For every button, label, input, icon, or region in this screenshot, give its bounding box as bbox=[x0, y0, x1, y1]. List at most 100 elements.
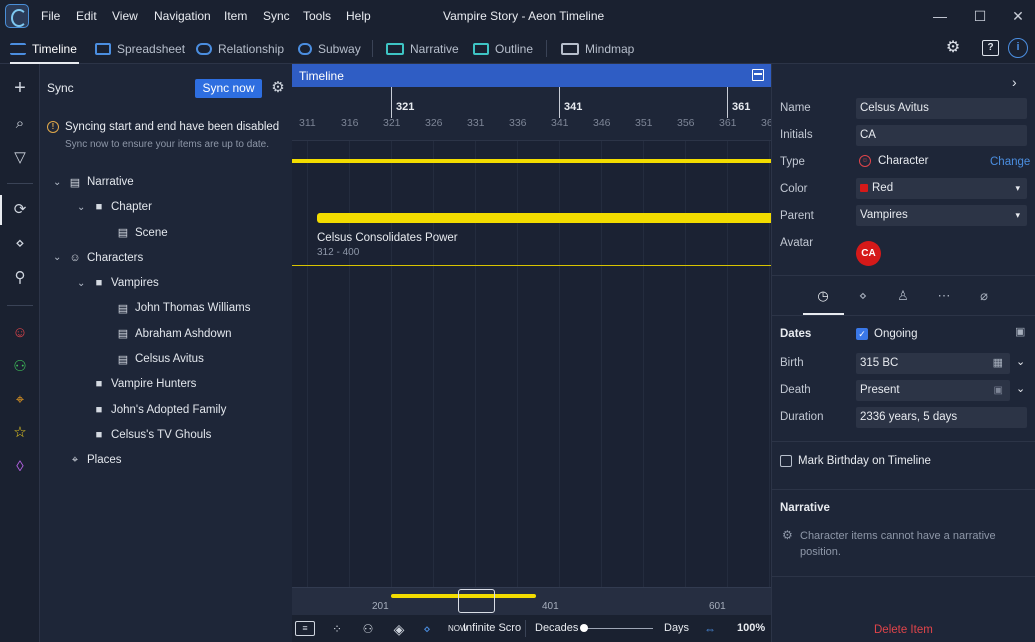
chevron-down-icon[interactable]: ⌄ bbox=[77, 277, 86, 289]
filter-icon[interactable]: ▽ bbox=[14, 149, 26, 166]
participants-tab-icon[interactable]: ♙ bbox=[897, 288, 909, 303]
scroll-mode-label[interactable]: Infinite Scro bbox=[463, 622, 521, 634]
tree-item[interactable]: ■ Vampire Hunters bbox=[40, 374, 292, 394]
sync-warning-title: Syncing start and end have been disabled bbox=[65, 121, 280, 133]
mark-birthday-label[interactable]: Mark Birthday on Timeline bbox=[798, 455, 931, 467]
tree-item[interactable]: ⌄ ☺ Characters bbox=[40, 248, 292, 268]
dependencies-icon[interactable]: ⁘ bbox=[331, 622, 343, 636]
overview-viewport-handle[interactable] bbox=[458, 589, 495, 613]
initials-field[interactable]: CA bbox=[856, 125, 1027, 146]
death-expand-chevron-down-icon[interactable]: ⌄ bbox=[1016, 383, 1026, 395]
menu-file[interactable]: File bbox=[41, 9, 61, 23]
star-icon[interactable]: ☆ bbox=[13, 424, 27, 441]
chevron-down-icon[interactable]: ⌄ bbox=[77, 201, 86, 213]
event-title[interactable]: Celsus Consolidates Power bbox=[317, 232, 458, 244]
mark-birthday-checkbox[interactable] bbox=[780, 455, 792, 467]
group-icon[interactable]: ⚇ bbox=[13, 358, 27, 375]
delete-item-button[interactable]: Delete Item bbox=[874, 624, 933, 636]
help-icon[interactable]: ? bbox=[982, 40, 999, 56]
menu-sync[interactable]: Sync bbox=[263, 9, 290, 23]
tree-item[interactable]: ⌖ Places bbox=[40, 450, 292, 470]
now-button[interactable]: NOW bbox=[448, 624, 468, 633]
tab-narrative[interactable]: Narrative bbox=[386, 33, 459, 64]
tree-item[interactable]: ■ John's Adopted Family bbox=[40, 400, 292, 420]
search-icon[interactable]: ⌕ bbox=[15, 115, 25, 132]
info-icon[interactable]: i bbox=[1008, 38, 1028, 58]
ongoing-checkbox[interactable]: ✓ bbox=[856, 328, 868, 340]
type-value: Character bbox=[878, 155, 929, 167]
timeline-overview[interactable]: 201 401 601 bbox=[292, 587, 771, 615]
color-select[interactable]: Red ▾ bbox=[856, 178, 1027, 199]
close-button[interactable]: ✕ bbox=[1012, 8, 1024, 24]
menu-tools[interactable]: Tools bbox=[303, 9, 332, 23]
event-bar[interactable] bbox=[317, 213, 771, 223]
zoom-slider-track[interactable] bbox=[583, 628, 653, 629]
overview-label: 201 bbox=[372, 601, 389, 612]
chevron-down-icon[interactable]: ⌄ bbox=[53, 176, 62, 188]
character-icon[interactable]: ☺ bbox=[12, 324, 28, 341]
tree-item[interactable]: ▤ Scene bbox=[40, 223, 292, 243]
card-view-icon[interactable]: ≡ bbox=[295, 621, 315, 636]
tab-timeline[interactable]: Timeline bbox=[10, 33, 79, 64]
add-icon[interactable]: + bbox=[14, 77, 26, 99]
relationship-toggle-icon[interactable]: ⋄ bbox=[423, 622, 431, 636]
name-field[interactable]: Celsus Avitus bbox=[856, 98, 1027, 119]
minimize-button[interactable]: — bbox=[933, 8, 947, 24]
dates-tab-clock-icon[interactable]: ◷ bbox=[817, 288, 829, 303]
folder-icon: ■ bbox=[95, 277, 103, 290]
maximize-button[interactable]: ☐ bbox=[973, 8, 987, 24]
sync-now-button[interactable]: Sync now bbox=[195, 79, 262, 98]
menu-item[interactable]: Item bbox=[224, 9, 248, 23]
chevron-down-icon[interactable]: ⌄ bbox=[53, 252, 62, 264]
tree-item[interactable]: ▤ Abraham Ashdown bbox=[40, 324, 292, 344]
settings-gear-icon[interactable]: ⚙ bbox=[945, 39, 961, 56]
tree-item[interactable]: ■ Celsus's TV Ghouls bbox=[40, 425, 292, 445]
tab-mindmap[interactable]: Mindmap bbox=[561, 33, 634, 64]
minor-tick-label: 326 bbox=[425, 117, 443, 129]
color-swatch bbox=[860, 184, 868, 192]
avatar[interactable]: CA bbox=[856, 241, 881, 266]
death-field[interactable]: Present ▣ bbox=[856, 380, 1010, 401]
calendar-icon[interactable]: ▦ bbox=[992, 357, 1003, 369]
tree-item[interactable]: ▤ John Thomas Williams bbox=[40, 298, 292, 318]
tab-outline[interactable]: Outline bbox=[473, 33, 533, 64]
birth-expand-chevron-down-icon[interactable]: ⌄ bbox=[1016, 356, 1026, 368]
change-type-link[interactable]: Change bbox=[990, 156, 1031, 168]
tab-subway[interactable]: Subway bbox=[298, 33, 361, 64]
parent-select[interactable]: Vampires ▾ bbox=[856, 205, 1027, 226]
menu-view[interactable]: View bbox=[112, 9, 138, 23]
menu-edit[interactable]: Edit bbox=[76, 9, 97, 23]
notes-tab-icon[interactable]: ⋯ bbox=[937, 288, 951, 303]
zoom-percentage[interactable]: 100% bbox=[737, 622, 766, 634]
timeline-canvas[interactable]: Celsus Consolidates Power 312 - 400 bbox=[292, 141, 771, 587]
relationship-icon[interactable]: ⋄ bbox=[15, 235, 25, 252]
tree-item[interactable]: ▤ Celsus Avitus bbox=[40, 349, 292, 369]
menu-help[interactable]: Help bbox=[346, 9, 371, 23]
tree-item[interactable]: ⌄ ■ Vampires bbox=[40, 273, 292, 293]
location-icon[interactable]: ⌖ bbox=[15, 391, 25, 408]
collapse-panel-icon[interactable] bbox=[752, 69, 764, 81]
attachments-tab-icon[interactable]: ⌀ bbox=[980, 288, 988, 303]
arc-band[interactable] bbox=[292, 159, 771, 163]
tab-relationship[interactable]: Relationship bbox=[196, 33, 284, 64]
pin-icon[interactable]: ⚲ bbox=[14, 269, 26, 286]
drop-icon[interactable]: ◊ bbox=[16, 458, 24, 475]
sync-settings-gear-icon[interactable]: ⚙ bbox=[271, 79, 285, 96]
tree-item[interactable]: ⌄ ▤ Narrative bbox=[40, 172, 292, 192]
tab-spreadsheet[interactable]: Spreadsheet bbox=[95, 33, 185, 64]
sync-icon[interactable]: ⟳ bbox=[13, 201, 27, 218]
lock-icon[interactable]: ▣ bbox=[1015, 326, 1026, 338]
relationships-tab-icon[interactable]: ⋄ bbox=[858, 288, 868, 303]
participants-icon[interactable]: ⚇ bbox=[362, 622, 374, 636]
tree-item[interactable]: ⌄ ■ Chapter bbox=[40, 197, 292, 217]
outline-icon bbox=[473, 42, 489, 55]
chevron-right-icon[interactable]: › bbox=[1012, 74, 1017, 90]
layers-icon[interactable]: ◈ bbox=[393, 621, 405, 637]
inspector-divider bbox=[772, 275, 1035, 276]
lock-zoom-icon[interactable]: ⇔ bbox=[704, 622, 716, 636]
birth-field[interactable]: 315 BC ▦ bbox=[856, 353, 1010, 374]
parent-label: Parent bbox=[780, 210, 814, 222]
zoom-slider-handle[interactable] bbox=[580, 624, 588, 632]
menu-navigation[interactable]: Navigation bbox=[154, 9, 211, 23]
folder-icon: ■ bbox=[95, 378, 103, 391]
